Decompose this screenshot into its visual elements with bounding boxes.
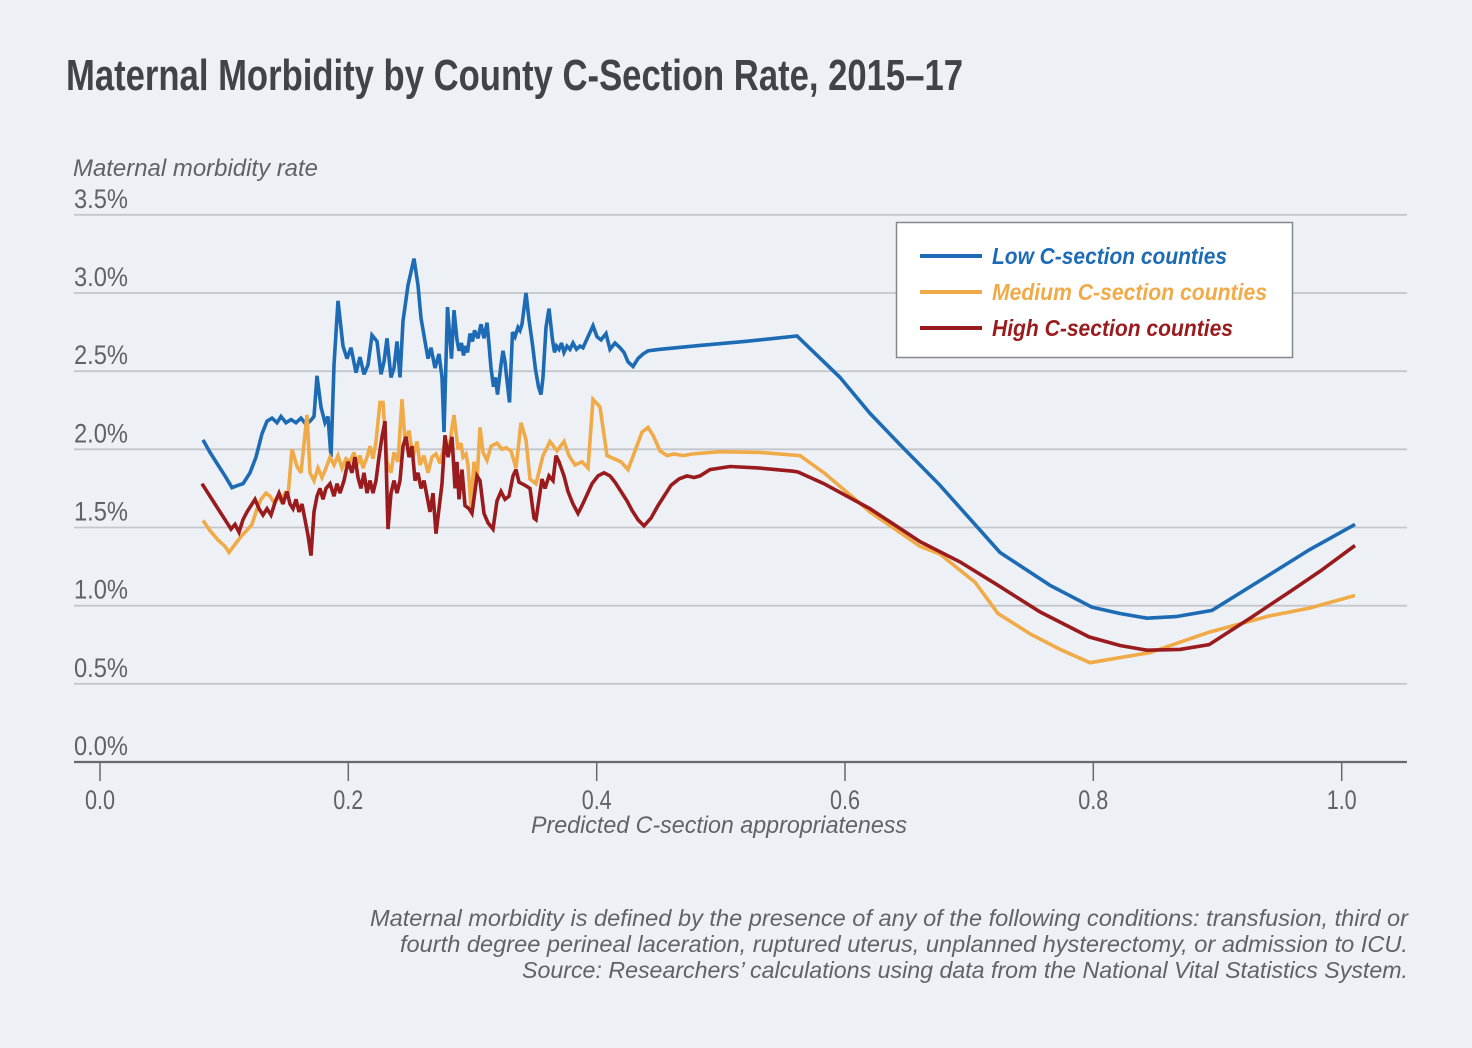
svg-text:0.5%: 0.5% — [74, 653, 128, 683]
svg-text:2.0%: 2.0% — [74, 418, 128, 448]
svg-text:Maternal morbidity is defined: Maternal morbidity is defined by the pre… — [370, 905, 1409, 931]
svg-text:2.5%: 2.5% — [74, 340, 128, 370]
svg-text:3.5%: 3.5% — [74, 184, 128, 214]
svg-text:0.4: 0.4 — [582, 785, 612, 815]
svg-text:Source: Researchers’ calculati: Source: Researchers’ calculations using … — [522, 957, 1408, 983]
svg-text:Maternal morbidity rate: Maternal morbidity rate — [73, 155, 318, 182]
svg-text:0.0: 0.0 — [85, 785, 115, 815]
svg-text:1.0: 1.0 — [1327, 785, 1357, 815]
svg-text:0.6: 0.6 — [830, 785, 860, 815]
svg-text:High C-section counties: High C-section counties — [992, 315, 1233, 341]
svg-text:1.5%: 1.5% — [74, 497, 128, 527]
svg-text:3.0%: 3.0% — [74, 262, 128, 292]
svg-text:Medium C-section counties: Medium C-section counties — [992, 279, 1267, 305]
svg-text:0.8: 0.8 — [1078, 785, 1108, 815]
svg-text:fourth degree perineal lacerat: fourth degree perineal laceration, ruptu… — [400, 931, 1408, 957]
svg-text:1.0%: 1.0% — [74, 575, 128, 605]
svg-text:Maternal Morbidity by County C: Maternal Morbidity by County C-Section R… — [66, 51, 963, 100]
svg-text:0.0%: 0.0% — [74, 731, 128, 761]
svg-text:0.2: 0.2 — [333, 785, 363, 815]
svg-text:Low C-section counties: Low C-section counties — [992, 243, 1227, 269]
svg-text:Predicted C-section appropriat: Predicted C-section appropriateness — [531, 812, 907, 839]
